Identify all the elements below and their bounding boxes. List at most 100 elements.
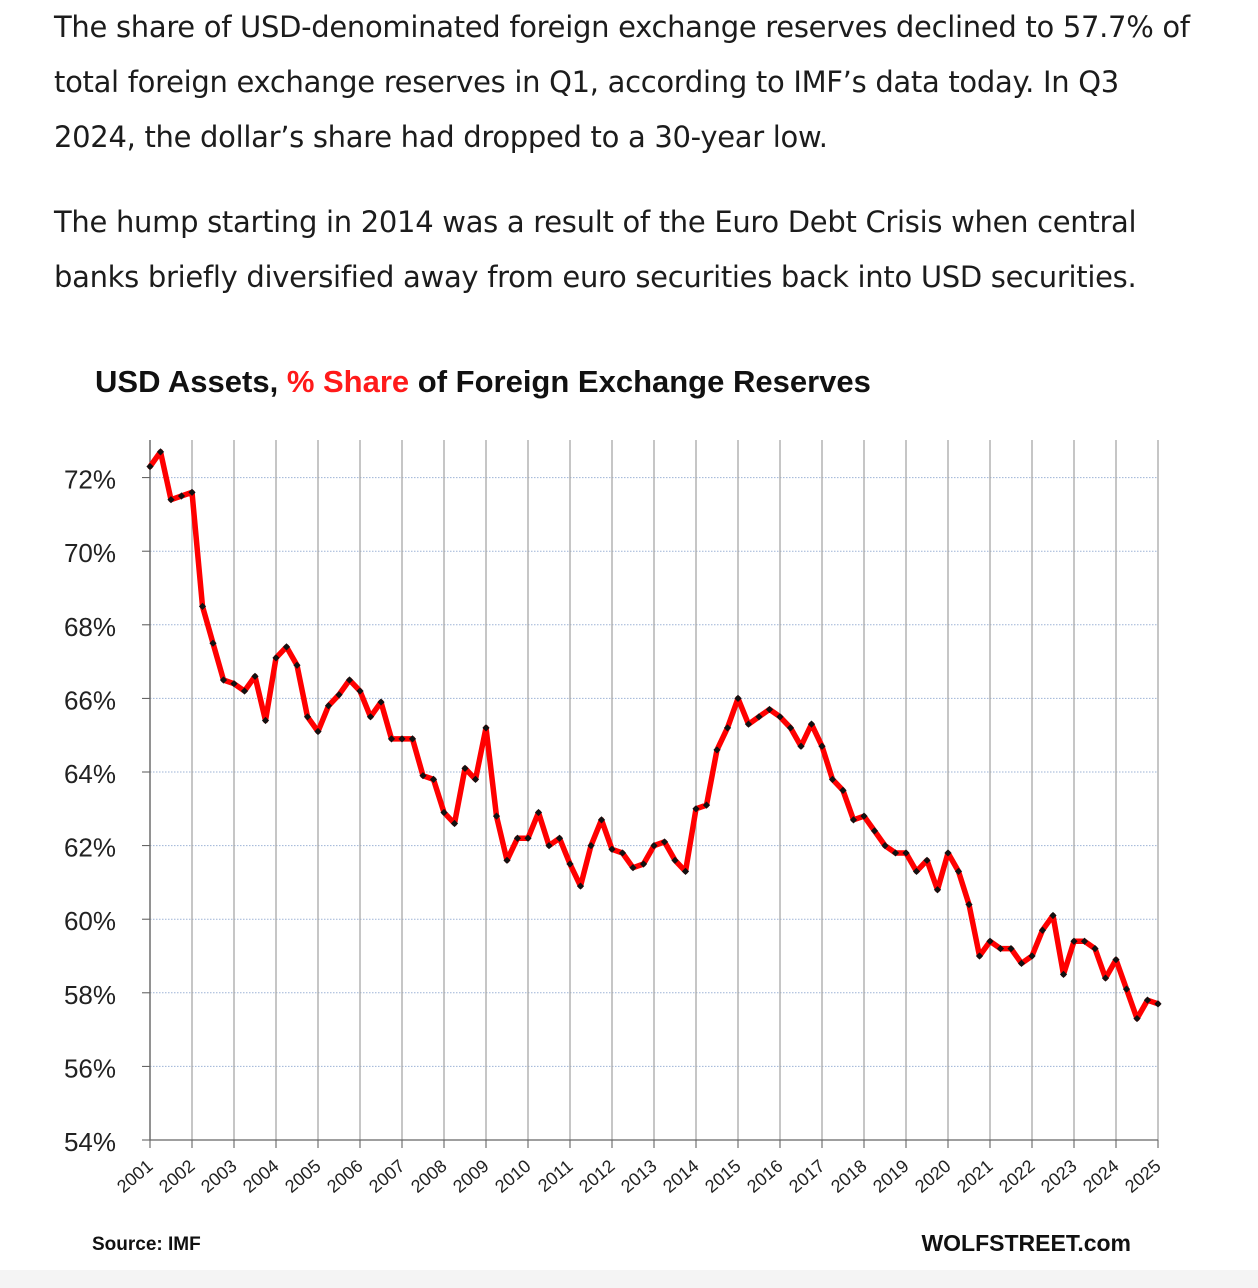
data-point-marker — [1154, 1000, 1162, 1008]
data-point-marker — [146, 462, 154, 471]
chart-source: Source: IMF — [92, 1234, 201, 1255]
x-tick-label: 2005 — [281, 1156, 325, 1197]
chart-axes — [142, 440, 1159, 1148]
data-point-marker — [986, 937, 994, 945]
data-point-marker — [1059, 970, 1068, 978]
data-point-marker — [387, 735, 396, 743]
data-point-marker — [786, 724, 795, 732]
data-point-marker — [356, 687, 364, 695]
data-point-marker — [513, 834, 522, 842]
data-point-marker — [576, 882, 585, 890]
data-point-marker — [975, 952, 984, 960]
chart-title-part: USD Assets, — [95, 364, 287, 399]
line-chart: 54%56%58%60%62%64%66%68%70%72% 200120022… — [64, 440, 1165, 1197]
data-point-marker — [1133, 1014, 1141, 1023]
data-point-marker — [482, 724, 490, 732]
data-point-marker — [671, 856, 679, 864]
y-tick-label: 66% — [64, 685, 116, 715]
y-tick-label: 70% — [64, 538, 116, 568]
data-point-marker — [398, 735, 406, 743]
data-point-marker — [1017, 959, 1026, 967]
data-point-marker — [503, 856, 511, 864]
data-point-marker — [1122, 985, 1131, 993]
data-point-marker — [608, 845, 616, 853]
y-axis-labels: 54% 56% 58% 60% 62% 64% 66% 68% 70% 72% — [64, 465, 116, 1157]
y-tick-label: 72% — [64, 465, 116, 495]
data-point-marker — [912, 867, 921, 875]
data-point-marker — [902, 849, 910, 857]
data-point-marker — [314, 727, 322, 736]
data-point-marker — [660, 838, 669, 846]
data-point-marker — [923, 856, 931, 864]
data-point-marker — [167, 496, 175, 504]
data-point-marker — [188, 488, 196, 496]
chart-title-highlight: % Share — [286, 364, 410, 399]
chart-markers — [146, 448, 1162, 1023]
data-point-marker — [1080, 937, 1089, 945]
data-point-marker — [681, 867, 690, 875]
data-point-marker — [849, 816, 858, 824]
y-tick-label: 62% — [64, 833, 116, 863]
data-point-marker — [650, 842, 658, 850]
data-point-marker — [177, 492, 186, 500]
data-point-marker — [1091, 945, 1099, 953]
data-point-marker — [702, 801, 711, 809]
y-tick-label: 58% — [64, 980, 116, 1010]
data-point-marker — [377, 698, 385, 706]
article-paragraph: The hump starting in 2014 was a result o… — [54, 205, 1137, 294]
x-tick-label: 2013 — [617, 1156, 661, 1197]
data-point-marker — [1143, 996, 1152, 1004]
data-point-marker — [797, 742, 805, 750]
data-point-marker — [639, 860, 648, 868]
data-point-marker — [429, 775, 438, 783]
data-point-marker — [272, 654, 280, 662]
data-point-marker — [303, 713, 312, 721]
x-tick-label: 2004 — [239, 1156, 283, 1197]
chart-title-part: of Foreign Exchange Reserves — [409, 364, 871, 399]
data-point-marker — [345, 676, 354, 684]
x-tick-label: 2007 — [365, 1156, 409, 1197]
data-point-marker — [282, 643, 291, 651]
x-tick-label: 2009 — [449, 1156, 493, 1197]
data-point-marker — [1070, 937, 1078, 945]
x-tick-label: 2006 — [323, 1156, 367, 1197]
data-point-marker — [324, 702, 333, 710]
data-point-marker — [713, 746, 721, 754]
data-point-marker — [209, 639, 217, 647]
x-tick-label: 2003 — [197, 1156, 241, 1197]
x-tick-label: 2025 — [1121, 1156, 1165, 1197]
data-point-marker — [408, 735, 417, 743]
x-tick-label: 2020 — [911, 1156, 955, 1197]
x-axis-labels: 2001200220032004200520062007200820092010… — [113, 1156, 1165, 1197]
data-point-marker — [450, 819, 459, 828]
brand-logo-text: WOLFSTREET.com — [921, 1230, 1131, 1256]
x-tick-label: 2002 — [155, 1156, 199, 1197]
chart-title: USD Assets, % Share of Foreign Exchange … — [95, 364, 871, 400]
x-tick-label: 2008 — [407, 1156, 451, 1197]
data-point-marker — [261, 716, 270, 725]
data-point-marker — [293, 661, 301, 669]
page-bottom-strip — [0, 1270, 1258, 1288]
x-tick-label: 2019 — [869, 1156, 913, 1197]
data-point-marker — [891, 849, 900, 857]
data-point-marker — [839, 786, 847, 794]
data-point-marker — [744, 720, 753, 728]
y-tick-label: 56% — [64, 1053, 116, 1083]
data-point-marker — [251, 672, 259, 680]
x-tick-label: 2014 — [659, 1156, 703, 1197]
y-tick-label: 60% — [64, 906, 116, 936]
data-point-marker — [587, 842, 595, 850]
data-point-marker — [965, 900, 973, 909]
data-point-marker — [597, 816, 606, 824]
data-point-marker — [1038, 926, 1047, 934]
data-point-marker — [818, 742, 826, 750]
data-point-marker — [198, 602, 207, 610]
data-point-marker — [734, 694, 742, 702]
data-point-marker — [461, 764, 469, 772]
x-tick-label: 2010 — [491, 1156, 535, 1197]
x-tick-label: 2001 — [113, 1156, 157, 1197]
data-point-marker — [545, 842, 553, 850]
data-point-marker — [555, 834, 564, 842]
x-tick-label: 2022 — [995, 1156, 1039, 1197]
data-point-marker — [828, 775, 837, 783]
